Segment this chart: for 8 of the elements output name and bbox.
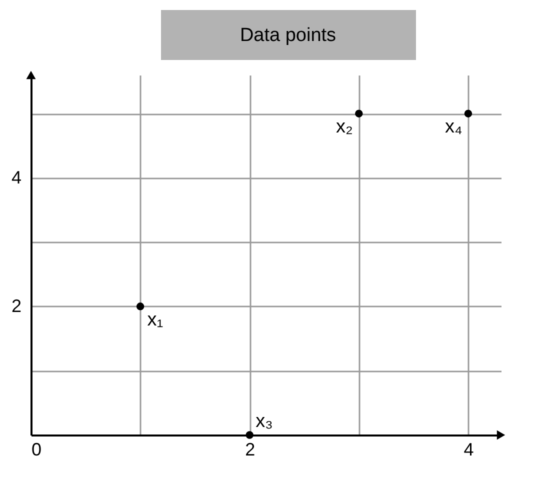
x-tick-label: 4 (464, 440, 474, 460)
annotation: x₂ (336, 116, 353, 138)
x-tick-label: 0 (32, 440, 42, 460)
annotation: x₃ (256, 411, 273, 432)
annotation: x₁ (147, 309, 164, 330)
annotation: x₄ (444, 116, 462, 138)
x-tick-label: 2 (245, 440, 256, 460)
chart-title: Data points (240, 25, 336, 46)
